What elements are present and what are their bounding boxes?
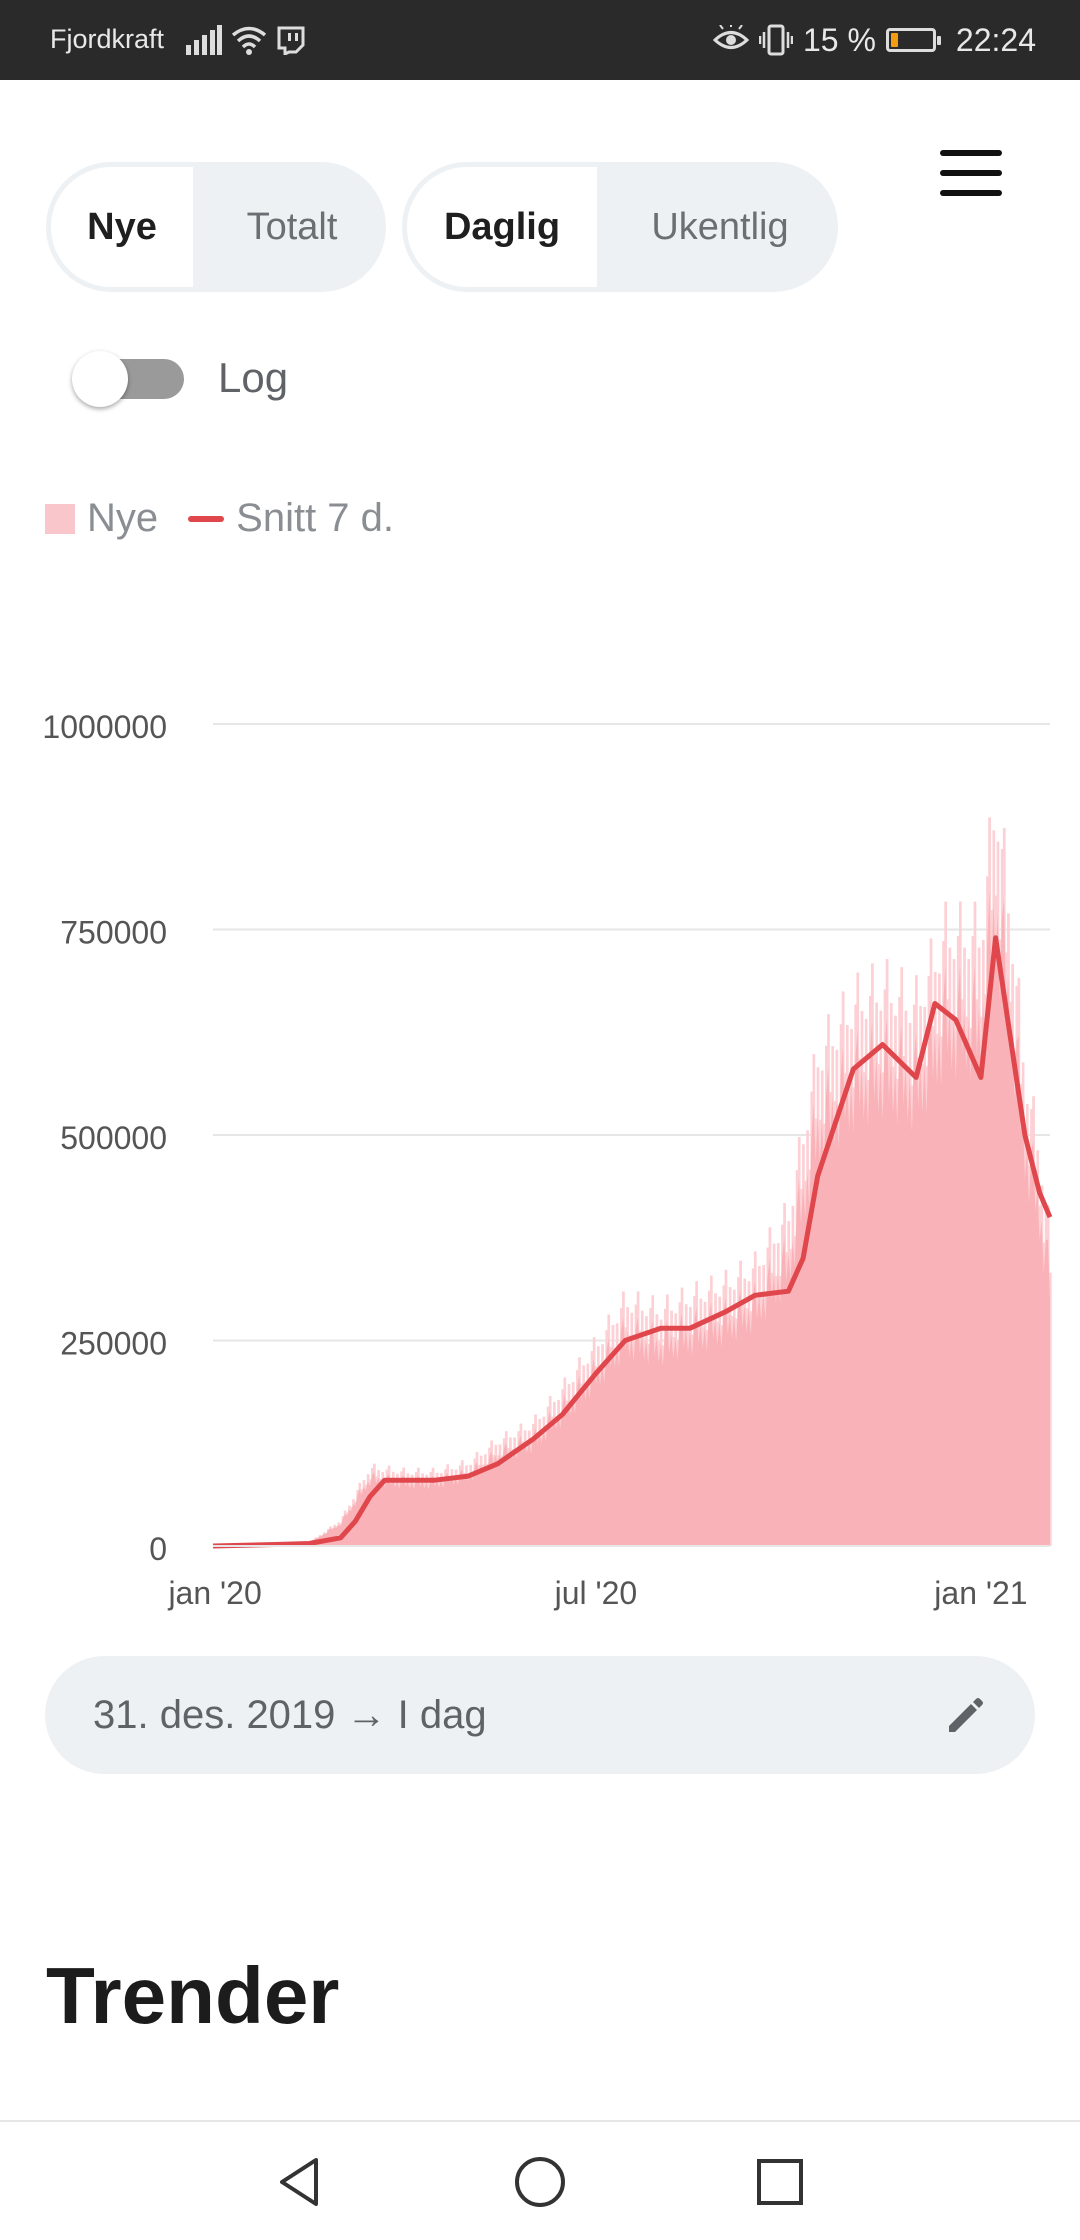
y-tick-label: 500000 [60,1120,167,1156]
pencil-icon[interactable] [943,1694,987,1738]
status-icons-left [186,20,306,60]
battery-icon [885,28,941,52]
metric-toggle: Nye Totalt [46,162,386,292]
toggle-option-daglig[interactable]: Daglig [402,162,602,292]
toggle-option-totalt[interactable]: Totalt [246,205,338,248]
y-tick-label: 750000 [60,915,167,951]
carrier-name: Fjordkraft [50,24,165,54]
battery-percent: 15 % [802,21,876,58]
x-tick-label: jan '20 [167,1575,261,1611]
status-bar: Fjordkraft 15 % 22:24 [0,0,1080,80]
legend-swatch-line [188,515,225,522]
date-range-picker[interactable]: 31. des. 2019 → I dag [45,1656,1035,1774]
signal-icon [186,25,222,55]
clock-time: 22:24 [955,21,1036,58]
legend-label-snitt[interactable]: Snitt 7 d. [236,496,395,540]
eye-comfort-icon [712,25,749,49]
legend-label-nye[interactable]: Nye [87,496,159,540]
chat-app-icon [277,26,305,55]
daily-bar [1048,1272,1052,1546]
legend-swatch-bars [45,503,75,534]
status-icons-right: 15 % 22:24 [712,18,1036,62]
y-tick-label: 0 [149,1531,167,1567]
x-tick-label: jul '20 [554,1575,638,1611]
home-icon[interactable] [510,2152,570,2212]
back-icon[interactable] [270,2152,330,2212]
date-range-label: 31. des. 2019 → I dag [93,1692,487,1737]
log-switch[interactable] [72,351,184,407]
cases-chart[interactable]: 0 250000 500000 750000 1000000 jan '20 jul '20… [0,680,1080,1620]
toggle-option-nye[interactable]: Nye [46,162,198,292]
log-label: Log [218,354,289,401]
recents-icon[interactable] [750,2152,810,2212]
bar-area [213,890,1050,1546]
menu-button[interactable] [940,150,1004,196]
period-toggle: Daglig Ukentlig [402,162,838,292]
x-tick-label: jan '21 [933,1575,1027,1611]
y-tick-label: 1000000 [42,709,167,745]
section-title-trender: Trender [46,1951,340,2040]
y-tick-label: 250000 [60,1326,167,1362]
avg-line-series [212,935,1053,1549]
vibrate-icon [758,24,793,56]
chart-legend: Nye Snitt 7 d. [45,496,394,541]
wifi-icon [231,26,267,55]
android-nav-bar [0,2120,1080,2240]
toggle-option-ukentlig[interactable]: Ukentlig [651,205,789,248]
log-switch-knob [72,351,128,407]
